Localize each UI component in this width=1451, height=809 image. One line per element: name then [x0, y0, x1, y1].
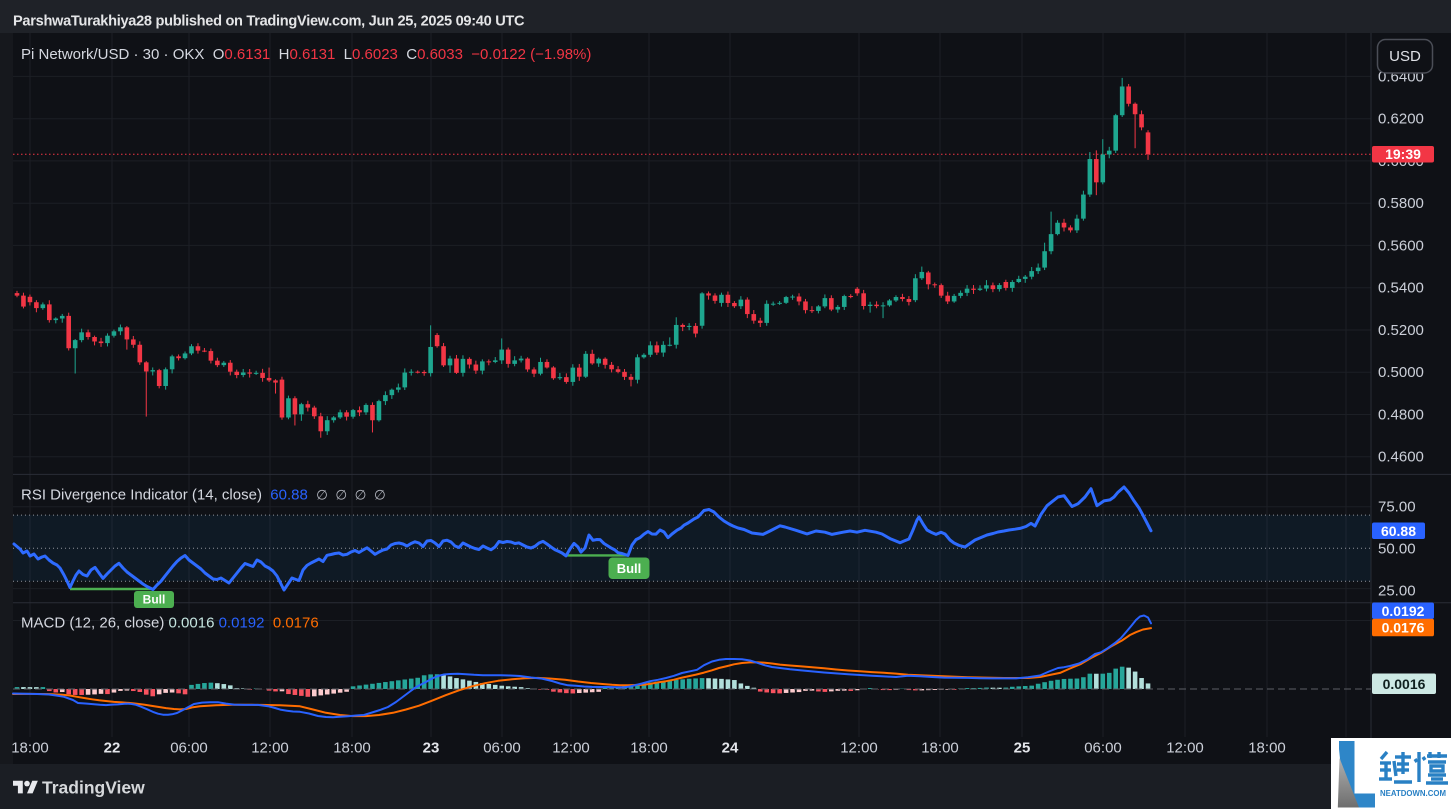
- svg-text:18:00: 18:00: [11, 740, 49, 757]
- svg-text:24: 24: [722, 740, 739, 757]
- svg-text:06:00: 06:00: [483, 740, 521, 757]
- svg-text:0.6200: 0.6200: [1378, 111, 1424, 128]
- svg-text:Bull: Bull: [143, 593, 166, 607]
- svg-text:RSI Divergence Indicator (14,: RSI Divergence Indicator (14, close) 60.…: [21, 487, 386, 504]
- svg-text:23: 23: [423, 740, 440, 757]
- svg-text:75.00: 75.00: [1378, 499, 1416, 516]
- svg-text:12:00: 12:00: [840, 740, 878, 757]
- svg-text:0.4600: 0.4600: [1378, 449, 1424, 466]
- svg-text:18:00: 18:00: [921, 740, 959, 757]
- svg-text:Pi Network/USD · 30 · OKX O0.: Pi Network/USD · 30 · OKX O0.6131 H0.613…: [21, 46, 591, 63]
- svg-text:USD: USD: [1389, 48, 1421, 65]
- svg-text:18:00: 18:00: [1248, 740, 1286, 757]
- svg-text:NEATDOWN.COM: NEATDOWN.COM: [1380, 788, 1446, 798]
- svg-text:0.4800: 0.4800: [1378, 407, 1424, 424]
- svg-text:0.5000: 0.5000: [1378, 364, 1424, 381]
- svg-text:12:00: 12:00: [1166, 740, 1204, 757]
- svg-text:0.5200: 0.5200: [1378, 322, 1424, 339]
- svg-text:0.5400: 0.5400: [1378, 280, 1424, 297]
- svg-text:ParshwaTurakhiya28 published o: ParshwaTurakhiya28 published on TradingV…: [13, 14, 525, 30]
- svg-text:18:00: 18:00: [333, 740, 371, 757]
- svg-text:0.0192: 0.0192: [1382, 603, 1425, 619]
- svg-text:50.00: 50.00: [1378, 541, 1416, 558]
- svg-text:TradingView: TradingView: [42, 778, 145, 798]
- svg-text:18:00: 18:00: [630, 740, 668, 757]
- svg-text:Bull: Bull: [617, 561, 642, 576]
- svg-text:19:39: 19:39: [1385, 146, 1421, 162]
- svg-text:12:00: 12:00: [552, 740, 590, 757]
- svg-text:0.5800: 0.5800: [1378, 195, 1424, 212]
- svg-text:60.88: 60.88: [1381, 523, 1416, 539]
- svg-text:0.0016: 0.0016: [1383, 676, 1426, 692]
- svg-text:22: 22: [104, 740, 121, 757]
- svg-text:25.00: 25.00: [1378, 583, 1416, 600]
- svg-text:06:00: 06:00: [170, 740, 208, 757]
- svg-text:0.5600: 0.5600: [1378, 237, 1424, 254]
- svg-text:06:00: 06:00: [1084, 740, 1122, 757]
- svg-text:12:00: 12:00: [251, 740, 289, 757]
- svg-text:MACD (12, 26, close) 0.0016 0.: MACD (12, 26, close) 0.0016 0.0192 0.017…: [21, 615, 319, 632]
- svg-text:0.0176: 0.0176: [1382, 620, 1425, 636]
- svg-text:25: 25: [1014, 740, 1031, 757]
